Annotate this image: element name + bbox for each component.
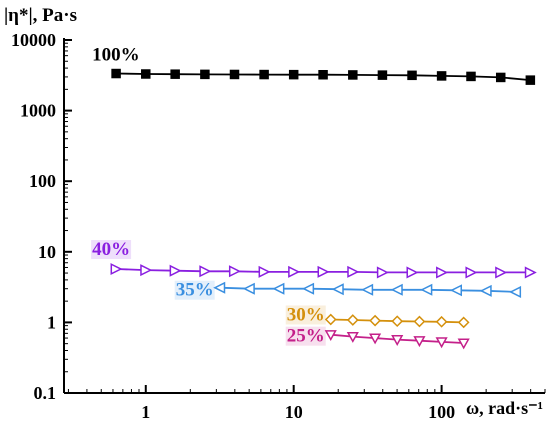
series-label: 35%: [176, 280, 214, 301]
data-point: [213, 281, 226, 294]
data-point: [479, 284, 492, 297]
data-point: [258, 265, 271, 278]
x-tick-label: 100: [428, 402, 455, 422]
data-point: [288, 265, 301, 278]
data-point: [140, 264, 153, 277]
series: [111, 68, 536, 85]
data-point: [348, 70, 358, 80]
series-layer: [110, 68, 537, 350]
data-point: [457, 338, 470, 350]
data-point: [413, 336, 426, 348]
data-point: [110, 263, 123, 276]
series-labels: 100% 40% 35% 30%25%: [91, 45, 326, 347]
series-label: 30%: [287, 304, 325, 325]
y-tick-label: 0.1: [34, 383, 57, 403]
data-point: [495, 72, 506, 83]
data-point: [413, 315, 426, 328]
data-point: [369, 333, 382, 345]
series: [324, 330, 470, 350]
series-label-highlight: [91, 240, 132, 260]
series-label: 100%: [92, 45, 139, 66]
data-point: [199, 265, 212, 278]
series: [110, 263, 537, 279]
x-tick-label: 10: [285, 402, 303, 422]
data-point: [420, 283, 433, 296]
data-point: [435, 315, 448, 328]
series-label: 40%: [92, 239, 130, 260]
x-axis-label: ω, rad·s⁻¹: [466, 398, 543, 418]
y-tick-label: 10: [38, 242, 56, 262]
data-point: [228, 265, 241, 278]
data-point: [170, 69, 180, 79]
data-point: [288, 69, 299, 80]
data-point: [169, 264, 182, 277]
series-label-highlight: [285, 326, 326, 346]
data-point: [435, 337, 448, 349]
data-point: [465, 266, 478, 279]
data-point: [449, 284, 463, 297]
data-point: [436, 266, 449, 279]
data-point: [242, 282, 255, 295]
data-point: [406, 266, 419, 279]
axes: 0.1 1 10 100 1000 10000 1 10 100: [11, 30, 546, 422]
data-point: [200, 69, 210, 80]
data-point: [377, 70, 388, 80]
data-point: [346, 314, 359, 326]
data-point: [361, 283, 374, 296]
y-tick-label: 1000: [20, 101, 56, 121]
series-label-highlight: [174, 280, 215, 300]
data-point: [111, 68, 121, 79]
data-point: [317, 265, 330, 278]
data-point: [457, 316, 470, 329]
series-label-highlight: [285, 305, 326, 325]
y-tick-label: 1: [47, 312, 56, 332]
data-point: [141, 69, 151, 79]
data-point: [391, 335, 404, 346]
data-point: [407, 70, 417, 81]
data-point: [376, 266, 389, 279]
series: [213, 281, 522, 298]
data-point: [346, 331, 359, 343]
data-point: [436, 71, 447, 81]
series: [324, 313, 470, 329]
data-point: [525, 75, 536, 85]
y-tick-label: 10000: [11, 30, 56, 50]
data-point: [466, 71, 476, 82]
data-point: [324, 330, 337, 342]
data-point: [331, 283, 344, 296]
data-point: [495, 266, 508, 279]
data-point: [272, 282, 285, 295]
series-label: 25%: [287, 326, 325, 347]
x-tick-label: 1: [141, 402, 150, 422]
data-point: [390, 283, 403, 296]
data-point: [318, 69, 328, 80]
data-point: [259, 69, 269, 80]
data-point: [509, 285, 522, 298]
data-point: [229, 69, 240, 80]
y-tick-label: 100: [29, 171, 56, 191]
data-point: [369, 314, 381, 327]
y-axis-label: |η*|, Pa·s: [4, 5, 77, 26]
data-point: [391, 315, 404, 328]
data-point: [524, 266, 537, 279]
data-point: [324, 313, 337, 326]
data-point: [302, 282, 315, 295]
data-point: [347, 265, 360, 278]
